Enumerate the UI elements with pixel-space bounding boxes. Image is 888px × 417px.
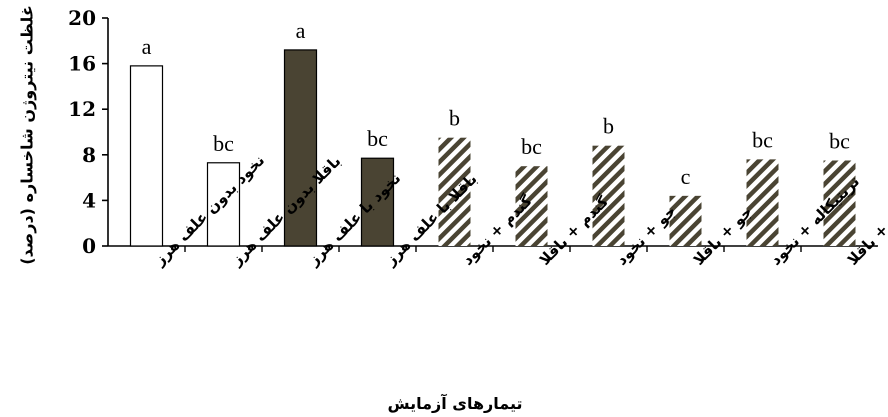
bar	[592, 145, 625, 246]
significance-letter: bc	[213, 131, 234, 156]
bar	[129, 65, 164, 247]
significance-letter: a	[142, 34, 152, 59]
y-tick-label: 0	[82, 234, 96, 258]
significance-letter: bc	[829, 129, 850, 154]
significance-letter: c	[681, 164, 691, 189]
significance-letter: bc	[752, 127, 773, 152]
bar	[283, 49, 318, 247]
y-tick-label: 12	[68, 97, 96, 121]
bar	[823, 160, 856, 246]
significance-letter: b	[603, 114, 614, 139]
bar	[669, 195, 702, 246]
x-axis-title: تیمارهای آزمایش	[387, 393, 522, 413]
y-tick-label: 8	[82, 143, 96, 167]
bar	[746, 159, 779, 246]
y-tick-label: 4	[82, 188, 96, 212]
bar	[515, 166, 548, 246]
significance-letter: a	[296, 18, 306, 43]
significance-letter: bc	[521, 134, 542, 159]
bar	[360, 157, 395, 247]
significance-letter: b	[449, 106, 460, 131]
bar	[438, 137, 471, 246]
bar	[206, 162, 241, 247]
y-axis-title: غلظت نیتروژن شاخساره (درصد)	[18, 5, 37, 265]
significance-letter: bc	[367, 126, 388, 151]
y-tick-label: 20	[68, 6, 96, 30]
y-tick-label: 16	[68, 52, 96, 76]
